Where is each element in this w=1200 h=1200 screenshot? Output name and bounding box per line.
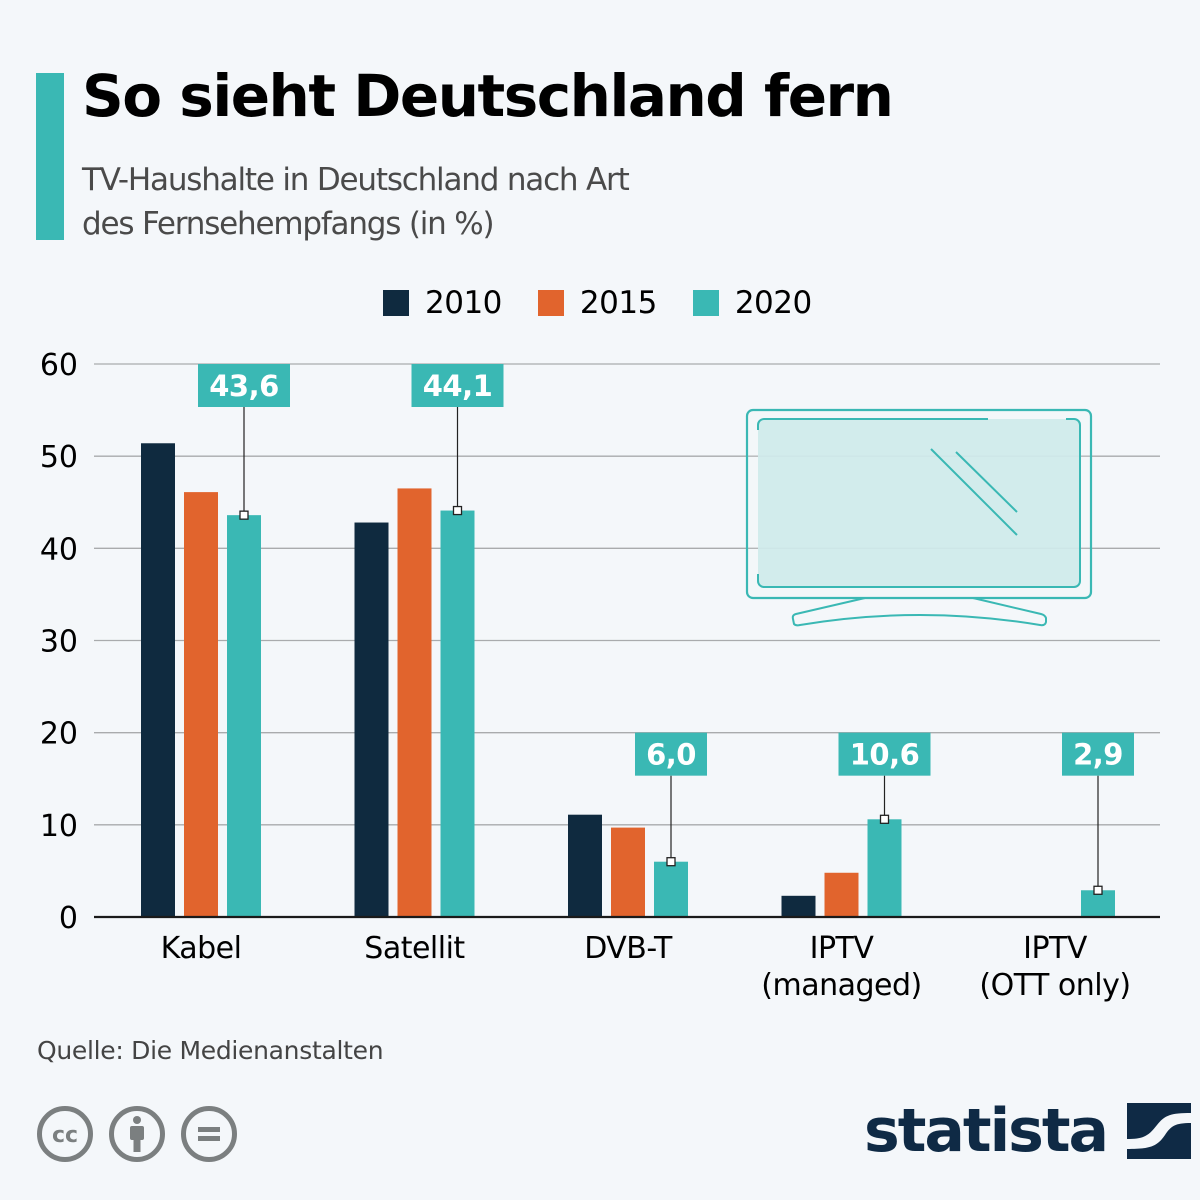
data-labels: 43,6 44,1 6,0 10,6 2,9 bbox=[198, 364, 1134, 895]
legend-item-2010: 2010 bbox=[383, 285, 502, 321]
bar-2010 bbox=[141, 443, 175, 917]
license-icons: cc bbox=[36, 1105, 238, 1163]
svg-text:cc: cc bbox=[52, 1123, 78, 1148]
bar-2015 bbox=[824, 872, 859, 917]
legend-swatch-2020 bbox=[692, 290, 719, 316]
no-derivatives-icon[interactable] bbox=[180, 1105, 238, 1163]
data-label-box bbox=[198, 364, 290, 407]
y-tick-label: 10 bbox=[40, 809, 78, 844]
callout-marker bbox=[1093, 885, 1103, 895]
chart-legend: 2010 2015 2020 bbox=[383, 285, 848, 321]
y-tick-label: 60 bbox=[40, 348, 78, 383]
x-tick-label: DVB-T bbox=[584, 931, 673, 966]
cc-icon[interactable]: cc bbox=[36, 1105, 94, 1163]
data-label-box bbox=[411, 364, 504, 407]
data-label: 6,0 bbox=[646, 738, 696, 772]
source-note: Quelle: Die Medienanstalten bbox=[37, 1036, 384, 1065]
legend-label-2015: 2015 bbox=[579, 285, 657, 321]
y-tick-label: 40 bbox=[40, 532, 78, 567]
attribution-icon[interactable] bbox=[108, 1105, 166, 1163]
x-tick-label: Satellit bbox=[364, 931, 465, 966]
callout-marker bbox=[239, 510, 249, 520]
chart-subtitle: TV-Haushalte in Deutschland nach Art des… bbox=[82, 158, 842, 246]
television-icon bbox=[745, 408, 1093, 627]
legend-swatch-2015 bbox=[537, 290, 564, 316]
chart-title: So sieht Deutschland fern bbox=[82, 62, 894, 130]
subtitle-line-2: des Fernsehempfangs (in %) bbox=[82, 206, 495, 242]
legend-item-2020: 2020 bbox=[692, 285, 812, 321]
legend-swatch-2010 bbox=[383, 290, 409, 316]
y-tick-label: 50 bbox=[40, 440, 78, 475]
subtitle-line-1: TV-Haushalte in Deutschland nach Art bbox=[82, 162, 630, 198]
bars bbox=[141, 443, 1115, 917]
callout-marker bbox=[666, 857, 676, 867]
data-label: 10,6 bbox=[850, 738, 920, 772]
legend-label-2010: 2010 bbox=[425, 285, 502, 321]
x-tick-label: (OTT only) bbox=[979, 968, 1130, 1003]
y-tick-label: 30 bbox=[40, 625, 78, 660]
legend-item-2015: 2015 bbox=[537, 285, 657, 321]
bar-2010 bbox=[781, 895, 816, 917]
x-tick-label: Kabel bbox=[161, 931, 242, 966]
bar-2020 bbox=[227, 515, 261, 917]
bar-2015 bbox=[611, 827, 645, 917]
x-tick-label: IPTV bbox=[810, 931, 875, 966]
data-label-box bbox=[1062, 732, 1134, 776]
bar-2015 bbox=[397, 488, 432, 917]
bar-2015 bbox=[184, 492, 218, 917]
data-label: 2,9 bbox=[1073, 738, 1123, 772]
statista-logo-icon bbox=[1127, 1103, 1192, 1159]
bar-2010 bbox=[354, 522, 389, 917]
y-axis-ticks: 0 10 20 30 40 50 60 bbox=[40, 348, 78, 936]
bar-2020 bbox=[654, 861, 688, 917]
y-tick-label: 20 bbox=[40, 717, 78, 752]
x-axis-ticks: Kabel Satellit DVB-T IPTV(managed)IPTV(OTT … bbox=[161, 931, 1132, 1003]
title-accent-bar bbox=[36, 73, 64, 240]
data-label-box bbox=[838, 732, 931, 776]
x-tick-label: (managed) bbox=[761, 968, 921, 1003]
callout-marker bbox=[879, 814, 890, 824]
data-label-box bbox=[635, 732, 707, 776]
callout-marker bbox=[452, 505, 463, 516]
bar-2020 bbox=[440, 510, 475, 917]
logo-text: statista bbox=[864, 1096, 1109, 1166]
data-label: 44,1 bbox=[423, 369, 493, 403]
bar-2020 bbox=[867, 819, 902, 917]
y-tick-label: 0 bbox=[59, 901, 78, 936]
bar-2010 bbox=[568, 814, 602, 917]
x-tick-label: IPTV bbox=[1023, 931, 1088, 966]
data-label: 43,6 bbox=[209, 369, 279, 403]
statista-logo[interactable]: statista bbox=[864, 1096, 1192, 1166]
legend-label-2020: 2020 bbox=[734, 285, 812, 321]
